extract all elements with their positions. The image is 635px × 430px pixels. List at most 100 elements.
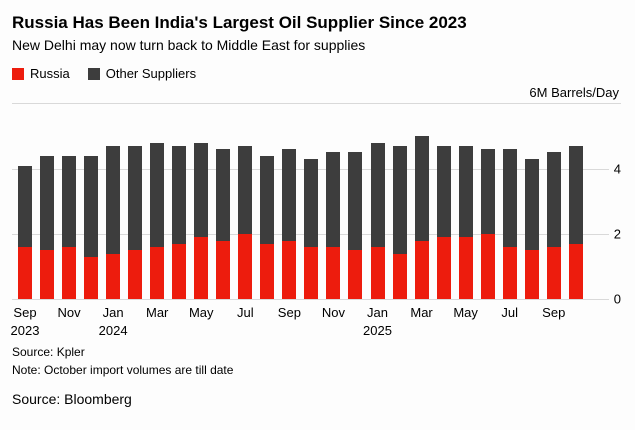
bar-feb-2024 xyxy=(128,103,143,300)
legend-swatch-other-icon xyxy=(87,67,100,80)
x-tick-label: Jul xyxy=(501,305,518,321)
bar-segment-russia xyxy=(546,247,561,300)
x-axis-labels: Sep 2023 Nov Jan 2024 Mar May Jul Sep Nov Jan 2025 M… xyxy=(11,304,621,340)
x-tick-slot xyxy=(348,304,362,340)
bar-segment-russia xyxy=(40,250,55,300)
bar-segment-other-suppliers xyxy=(480,149,495,235)
x-tick-slot: Nov xyxy=(322,304,345,340)
bar-nov-2024 xyxy=(326,103,341,300)
bar-segment-russia xyxy=(436,237,451,300)
y-tick-4: 4 xyxy=(608,162,621,176)
bar-segment-other-suppliers xyxy=(348,152,363,251)
x-tick-slot xyxy=(216,304,230,340)
y-axis-unit-label: 6M Barrels/Day xyxy=(529,85,619,101)
bar-segment-russia xyxy=(150,247,165,300)
x-tick-slot xyxy=(569,304,583,340)
x-tick-slot: Sep 2023 xyxy=(11,304,40,340)
bar-oct-2023 xyxy=(40,103,55,300)
bar-segment-other-suppliers xyxy=(40,155,55,251)
bar-segment-russia xyxy=(216,240,231,300)
bar-segment-other-suppliers xyxy=(84,155,99,257)
bar-segment-other-suppliers xyxy=(62,155,77,248)
bar-segment-russia xyxy=(414,240,429,300)
bar-feb-2025 xyxy=(392,103,407,300)
legend-swatch-russia-icon xyxy=(12,67,24,80)
bar-segment-other-suppliers xyxy=(370,142,385,248)
x-tick-label: Sep xyxy=(277,305,301,321)
bar-segment-other-suppliers xyxy=(502,149,517,248)
x-tick-slot: Mar xyxy=(146,304,168,340)
page-title: Russia Has Been India's Largest Oil Supp… xyxy=(12,13,467,32)
x-tick-label: Nov xyxy=(321,305,345,321)
bar-segment-other-suppliers xyxy=(546,152,561,248)
x-tick-slot xyxy=(260,304,274,340)
bar-oct-2025 xyxy=(568,103,583,300)
x-tick-slot xyxy=(40,304,54,340)
legend-item-russia: Russia xyxy=(12,66,70,81)
bar-apr-2024 xyxy=(172,103,187,300)
x-tick-label: May xyxy=(188,305,214,321)
bar-segment-russia xyxy=(458,237,473,300)
legend-label-russia: Russia xyxy=(30,66,70,82)
x-tick-label: Mar xyxy=(145,305,169,321)
x-tick-slot xyxy=(128,304,142,340)
x-tick-slot: Jul xyxy=(501,304,518,340)
x-tick-label: Sep xyxy=(542,305,566,321)
bloomberg-source-text: Source: Bloomberg xyxy=(12,391,132,408)
x-tick-slot xyxy=(84,304,98,340)
bar-aug-2024 xyxy=(260,103,275,300)
page-subtitle: New Delhi may now turn back to Middle Ea… xyxy=(12,37,366,54)
bar-segment-russia xyxy=(128,250,143,300)
x-tick-label: Sep 2023 xyxy=(10,305,40,338)
x-tick-slot: Jul xyxy=(237,304,254,340)
gridline-6 xyxy=(12,103,621,105)
bars-container xyxy=(18,103,583,300)
bar-segment-other-suppliers xyxy=(392,145,407,254)
bar-segment-russia xyxy=(260,243,275,300)
bar-jun-2025 xyxy=(480,103,495,300)
bar-aug-2025 xyxy=(524,103,539,300)
y-tick-2: 2 xyxy=(608,227,621,241)
bar-mar-2025 xyxy=(414,103,429,300)
bar-jun-2024 xyxy=(216,103,231,300)
bar-segment-other-suppliers xyxy=(524,158,539,251)
legend: Russia Other Suppliers xyxy=(12,66,621,81)
legend-label-other-suppliers: Other Suppliers xyxy=(105,66,197,82)
bar-mar-2024 xyxy=(150,103,165,300)
bar-segment-other-suppliers xyxy=(568,145,583,244)
bar-segment-russia xyxy=(480,234,495,300)
x-tick-slot: Sep xyxy=(542,304,565,340)
plot-area: 4 2 0 xyxy=(12,103,621,306)
bar-segment-other-suppliers xyxy=(436,145,451,238)
x-tick-slot: Nov xyxy=(58,304,81,340)
bar-segment-russia xyxy=(238,234,253,300)
bar-segment-other-suppliers xyxy=(172,145,187,244)
bar-may-2025 xyxy=(458,103,473,300)
bar-segment-other-suppliers xyxy=(326,152,341,248)
x-tick-slot: Mar xyxy=(410,304,432,340)
bar-nov-2023 xyxy=(62,103,77,300)
bar-segment-russia xyxy=(370,247,385,300)
bar-segment-russia xyxy=(106,253,121,300)
bar-segment-other-suppliers xyxy=(128,145,143,251)
x-tick-slot: Jan 2024 xyxy=(99,304,128,340)
x-tick-slot xyxy=(393,304,407,340)
bar-segment-other-suppliers xyxy=(304,158,319,248)
bar-segment-other-suppliers xyxy=(216,149,231,241)
gridline-0 xyxy=(12,299,621,301)
bar-oct-2024 xyxy=(304,103,319,300)
bar-jan-2025 xyxy=(370,103,385,300)
x-tick-label: Jan 2025 xyxy=(363,305,392,338)
bar-segment-russia xyxy=(348,250,363,300)
x-tick-slot xyxy=(481,304,495,340)
bar-jul-2024 xyxy=(238,103,253,300)
bar-segment-other-suppliers xyxy=(282,149,297,241)
bar-segment-other-suppliers xyxy=(238,145,253,235)
x-tick-slot: Sep xyxy=(278,304,301,340)
y-tick-0: 0 xyxy=(608,292,621,306)
bar-apr-2025 xyxy=(436,103,451,300)
bar-sep-2023 xyxy=(18,103,32,300)
bar-segment-russia xyxy=(172,243,187,300)
x-tick-label: Mar xyxy=(410,305,433,321)
